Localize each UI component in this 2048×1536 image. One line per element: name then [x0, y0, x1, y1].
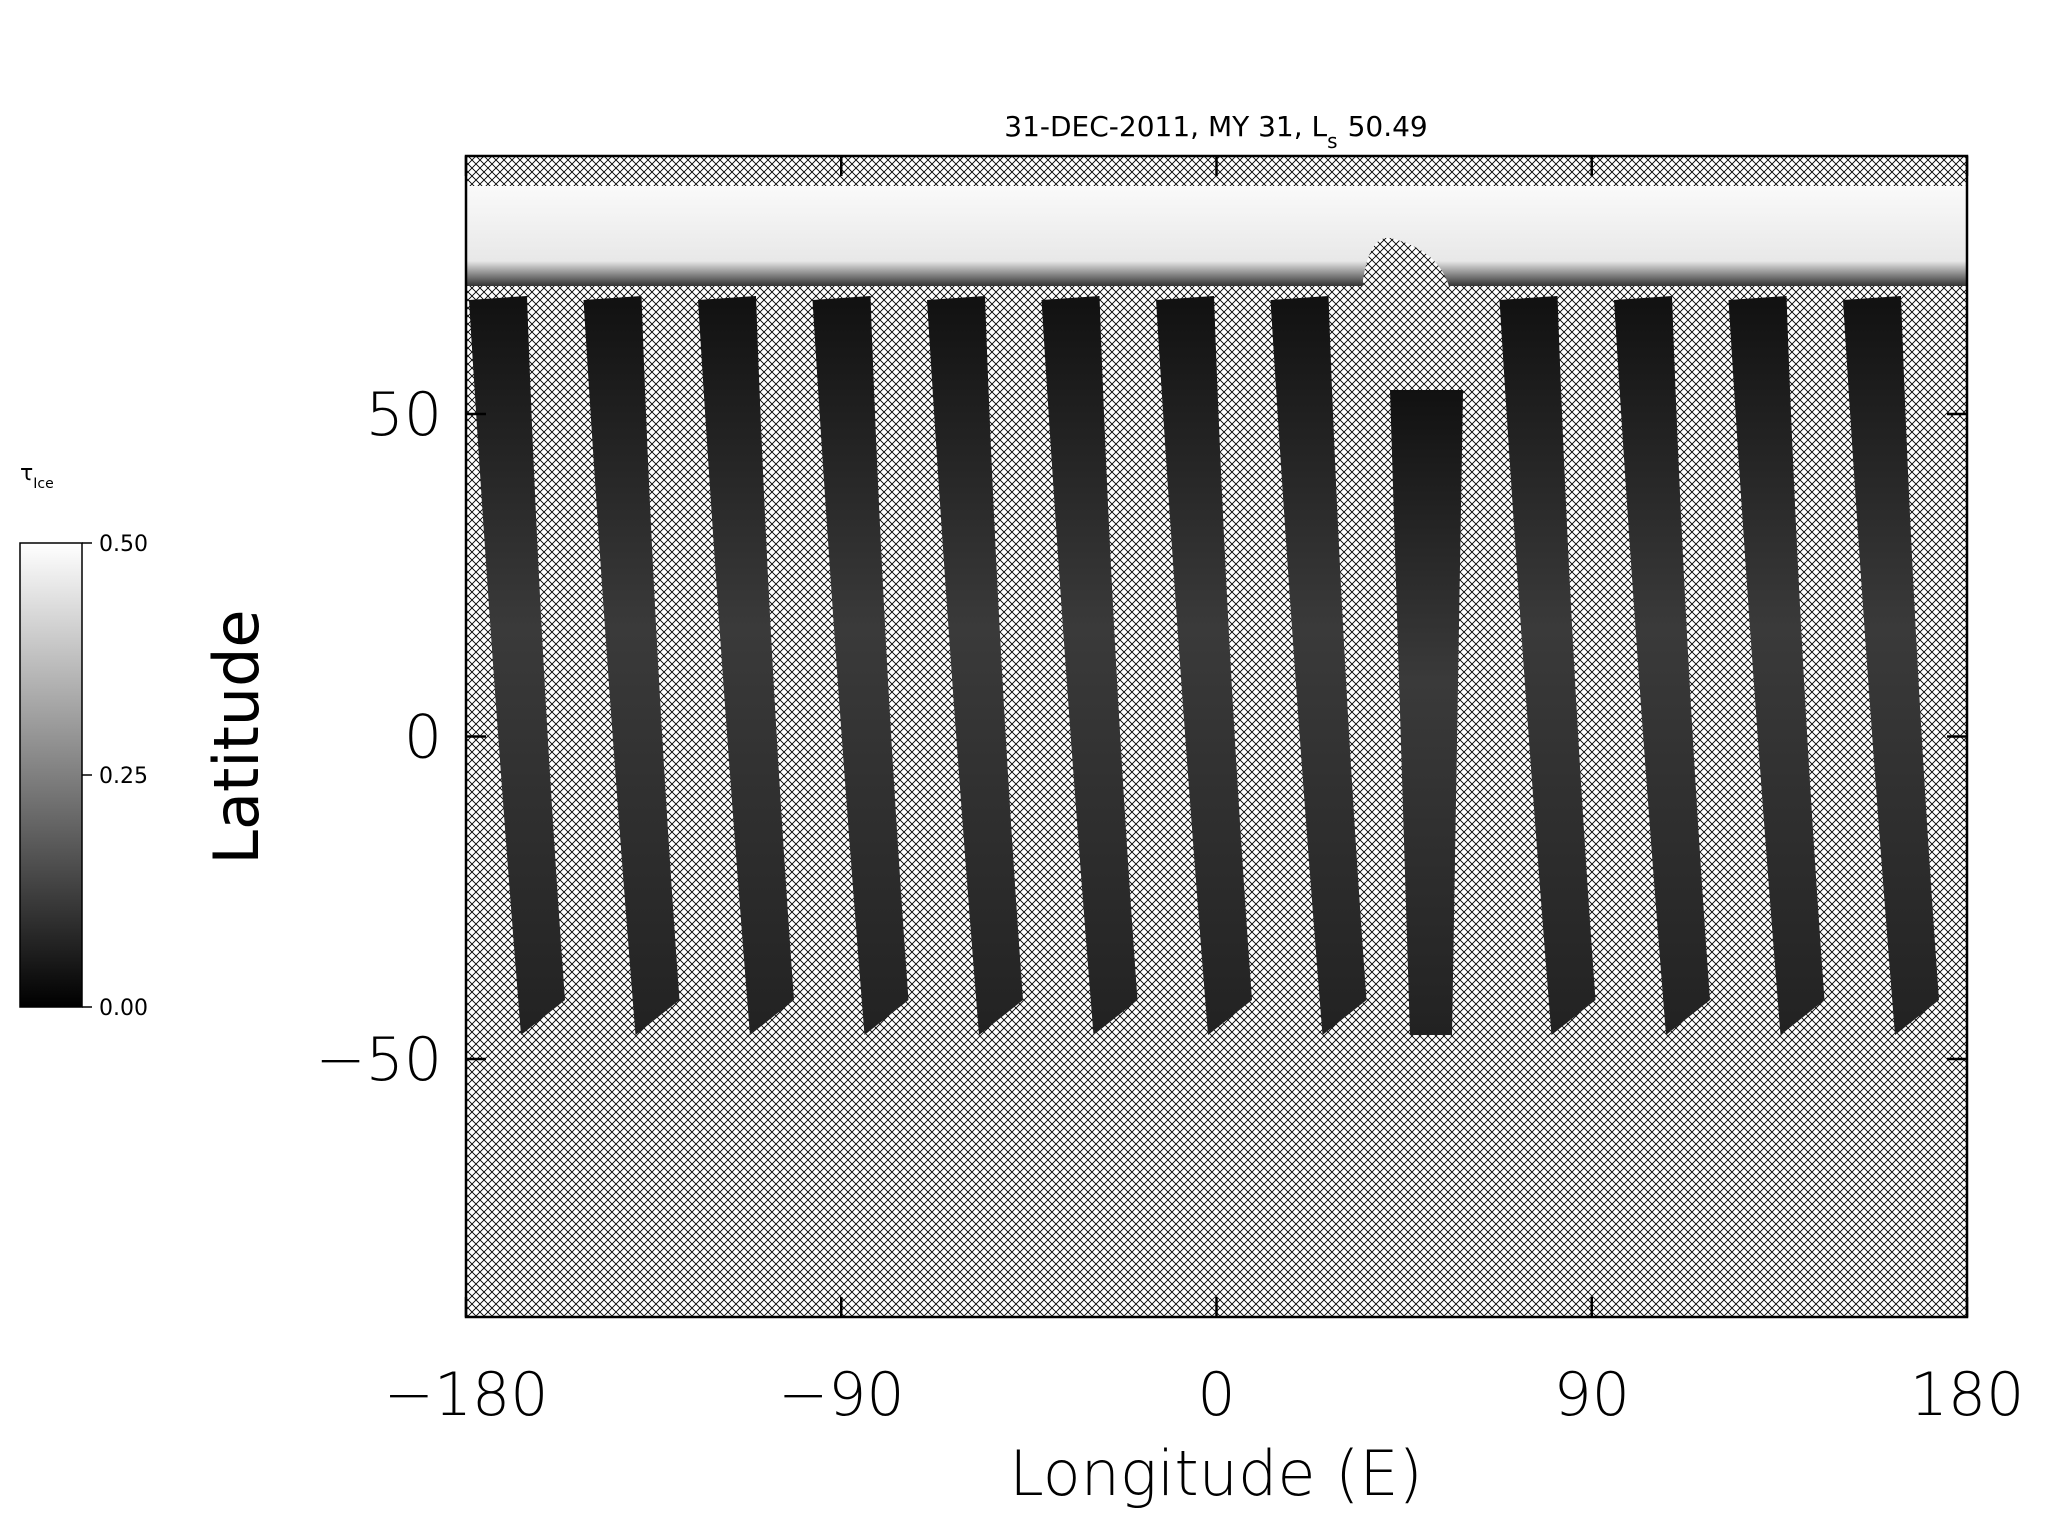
swath	[1843, 296, 1939, 1035]
title-subscript: s	[1327, 129, 1337, 153]
polar-band	[466, 186, 1967, 286]
swath	[1041, 296, 1138, 1035]
x-tick-label: 90	[1554, 1360, 1630, 1430]
swath	[1270, 296, 1367, 1035]
colorbar-subscript: Ice	[33, 476, 53, 492]
swath	[1390, 390, 1463, 1035]
swath	[1728, 296, 1825, 1035]
y-tick-label: 50	[366, 380, 442, 450]
swath	[698, 296, 794, 1035]
y-tick-label: −50	[315, 1025, 442, 1095]
colorbar-tick-label: 0.00	[99, 996, 148, 1021]
x-tick-label: −90	[778, 1360, 905, 1430]
title-text: 31-DEC-2011, MY 31, L	[1004, 110, 1327, 143]
colorbar-tick-label: 0.25	[99, 764, 148, 789]
x-tick-label: 0	[1197, 1360, 1235, 1430]
swath	[1614, 296, 1710, 1035]
swath	[1499, 296, 1596, 1035]
swaths	[469, 296, 1939, 1035]
x-tick-label: 180	[1910, 1360, 2025, 1430]
y-axis-label: Latitude	[200, 609, 273, 864]
swath	[927, 296, 1023, 1035]
colorbar-symbol: τ	[20, 461, 33, 486]
colorbar-label: τIce	[20, 461, 54, 492]
x-tick-label: −180	[384, 1360, 549, 1430]
x-axis-label: Longitude (E)	[1009, 1437, 1422, 1510]
colorbar	[19, 542, 83, 1008]
title-value: 50.49	[1348, 110, 1428, 143]
swath	[583, 296, 680, 1035]
swath	[1156, 296, 1252, 1035]
swath	[812, 296, 909, 1035]
colorbar-tick-label: 0.50	[99, 532, 148, 557]
chart-title: 31-DEC-2011, MY 31, Ls 50.49	[1004, 110, 1427, 153]
y-tick-label: 0	[404, 703, 442, 773]
swath	[469, 296, 565, 1035]
